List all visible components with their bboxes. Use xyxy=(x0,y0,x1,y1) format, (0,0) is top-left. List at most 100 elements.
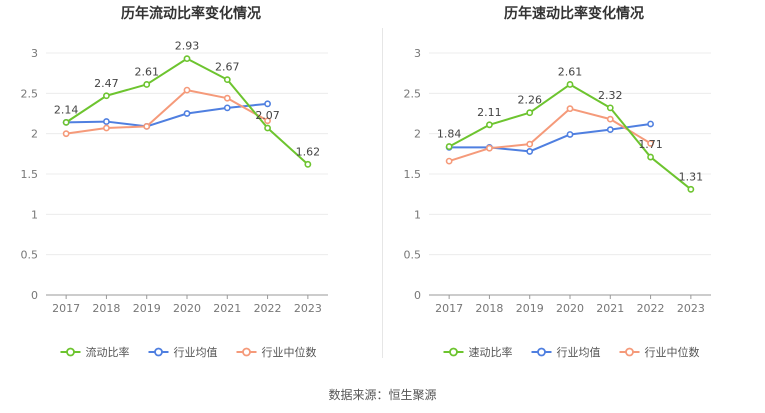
data-label: 2.11 xyxy=(477,106,502,119)
chart-divider xyxy=(382,28,383,358)
data-point xyxy=(647,139,654,147)
data-label: 2.93 xyxy=(175,40,200,53)
x-tick-label: 2022 xyxy=(637,302,665,315)
x-tick-label: 2020 xyxy=(556,302,584,315)
series-line xyxy=(449,122,651,153)
legend-swatch-marker xyxy=(449,347,458,357)
x-tick-label: 2023 xyxy=(294,302,322,315)
data-label: 2.32 xyxy=(598,89,623,102)
data-point xyxy=(223,94,231,102)
chart-title: 历年速动比率变化情况 xyxy=(504,5,644,22)
data-label: 1.84 xyxy=(437,128,462,141)
data-point xyxy=(526,109,534,117)
data-point xyxy=(606,115,614,123)
data-point xyxy=(445,157,453,165)
x-tick-label: 2019 xyxy=(133,302,161,315)
y-tick-label: 2 xyxy=(414,128,421,141)
quick-ratio-chart: 历年速动比率变化情况 0 0.5 1 1.5 2 2.5 3 2017 2018 2019 2020 2… xyxy=(383,0,765,370)
y-tick-label: 2.5 xyxy=(21,87,39,100)
data-point xyxy=(103,118,110,125)
data-point xyxy=(264,124,271,132)
x-tick-label: 2021 xyxy=(596,302,624,315)
x-tick-label: 2018 xyxy=(92,302,120,315)
data-point xyxy=(223,76,231,84)
data-label: 2.47 xyxy=(94,77,119,90)
x-tick-label: 2018 xyxy=(475,302,503,315)
data-label: 2.67 xyxy=(215,61,240,74)
data-point xyxy=(103,92,110,100)
x-tick-label: 2019 xyxy=(516,302,544,315)
data-point xyxy=(526,148,534,155)
data-point xyxy=(486,144,493,152)
series-line xyxy=(66,89,269,135)
y-tick-label: 1.5 xyxy=(21,168,39,181)
legend-label: 速动比率 xyxy=(469,345,513,359)
x-tick-label: 2022 xyxy=(254,302,282,315)
data-label: 2.07 xyxy=(255,109,280,122)
data-label: 2.61 xyxy=(558,65,583,78)
legend-label: 行业均值 xyxy=(557,346,601,359)
data-point xyxy=(606,104,614,112)
x-tick-label: 2017 xyxy=(435,302,463,315)
data-label: 2.14 xyxy=(54,103,79,116)
data-point xyxy=(183,55,191,63)
data-source-footer: 数据来源：恒生聚源 xyxy=(0,386,765,403)
data-point xyxy=(606,126,614,134)
current-ratio-chart: 历年流动比率变化情况 0 0.5 1 1.5 2 2.5 3 2017 2018 2019 2020 2… xyxy=(0,0,382,370)
data-point xyxy=(223,104,231,112)
legend-label: 行业中位数 xyxy=(645,345,700,359)
data-point xyxy=(526,140,534,148)
data-label: 1.71 xyxy=(638,138,663,151)
data-label: 2.26 xyxy=(517,94,542,107)
y-tick-label: 2 xyxy=(31,128,38,141)
legend-swatch-marker xyxy=(537,347,546,357)
data-point xyxy=(264,100,271,108)
data-point xyxy=(264,117,271,125)
data-point xyxy=(62,118,70,126)
legend-label: 流动比率 xyxy=(86,345,130,359)
x-tick-label: 2023 xyxy=(677,302,705,315)
data-point xyxy=(304,160,312,168)
data-point xyxy=(103,124,110,132)
data-point xyxy=(486,121,493,129)
data-point xyxy=(566,131,574,138)
legend-swatch-marker xyxy=(66,347,75,357)
y-tick-label: 1.5 xyxy=(404,168,422,181)
x-tick-label: 2021 xyxy=(213,302,241,315)
y-tick-label: 1 xyxy=(31,208,38,221)
y-tick-label: 0 xyxy=(31,289,38,302)
current-ratio-chart-svg: 历年流动比率变化情况 0 0.5 1 1.5 2 2.5 3 2017 2018 2019 2020 2… xyxy=(21,5,328,359)
data-point xyxy=(647,120,654,128)
legend-swatch-marker xyxy=(154,347,163,357)
y-tick-label: 0 xyxy=(414,289,421,302)
y-tick-label: 2.5 xyxy=(404,87,422,100)
x-tick-label: 2020 xyxy=(173,302,201,315)
data-point xyxy=(647,153,654,161)
data-point xyxy=(143,123,151,130)
data-point xyxy=(445,143,453,150)
y-tick-label: 3 xyxy=(414,47,421,60)
legend-label: 行业均值 xyxy=(174,346,218,359)
legend-swatch-marker xyxy=(625,347,634,357)
y-tick-label: 0.5 xyxy=(404,249,422,262)
source-label: 数据来源： xyxy=(328,388,389,402)
data-point xyxy=(183,110,191,117)
y-tick-label: 1 xyxy=(414,208,421,221)
data-label: 2.61 xyxy=(134,65,159,78)
data-point xyxy=(566,105,574,113)
series-line xyxy=(448,107,652,163)
data-label: 1.62 xyxy=(296,145,321,158)
legend-swatch-marker xyxy=(242,347,251,357)
legend-label: 行业中位数 xyxy=(262,345,317,359)
data-point xyxy=(183,86,191,94)
data-label: 1.31 xyxy=(679,170,704,183)
x-tick-label: 2017 xyxy=(52,302,80,315)
series-line xyxy=(66,102,268,128)
source-name: 恒生聚源 xyxy=(388,388,437,402)
quick-ratio-chart-svg: 历年速动比率变化情况 0 0.5 1 1.5 2 2.5 3 2017 2018 2019 2020 2… xyxy=(404,5,711,359)
chart-title: 历年流动比率变化情况 xyxy=(121,5,261,22)
data-point xyxy=(62,130,70,138)
data-point xyxy=(143,81,151,88)
y-tick-label: 0.5 xyxy=(21,249,39,262)
data-point xyxy=(687,185,695,193)
